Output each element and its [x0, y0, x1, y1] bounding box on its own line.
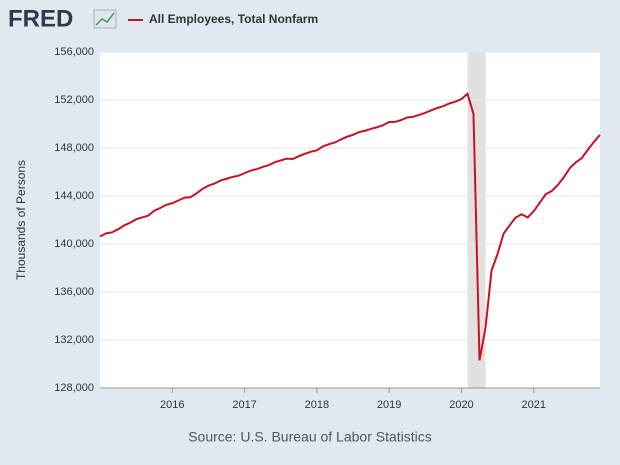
series-line — [99, 91, 601, 361]
plot-area — [100, 52, 600, 388]
x-tick-label: 2020 — [449, 399, 473, 411]
y-tick-label: 156,000 — [54, 46, 94, 58]
y-tick-label: 132,000 — [54, 334, 94, 346]
y-tick-label: 140,000 — [54, 238, 94, 250]
x-tick-label: 2019 — [377, 399, 401, 411]
logo: FRED — [8, 5, 73, 32]
x-tick-label: 2021 — [521, 399, 545, 411]
x-tick-label: 2016 — [160, 399, 184, 411]
legend-label: All Employees, Total Nonfarm — [149, 12, 318, 26]
x-tick-label: 2018 — [305, 399, 329, 411]
y-tick-label: 136,000 — [54, 286, 94, 298]
x-tick-label: 2017 — [232, 399, 256, 411]
source: Source: U.S. Bureau of Labor Statistics — [188, 429, 432, 445]
y-tick-label: 148,000 — [54, 142, 94, 154]
y-tick-label: 128,000 — [54, 382, 94, 394]
y-tick-label: 144,000 — [54, 190, 94, 202]
y-tick-label: 152,000 — [54, 94, 94, 106]
y-axis-label: Thousands of Persons — [14, 160, 28, 280]
logo-icon — [93, 9, 117, 29]
